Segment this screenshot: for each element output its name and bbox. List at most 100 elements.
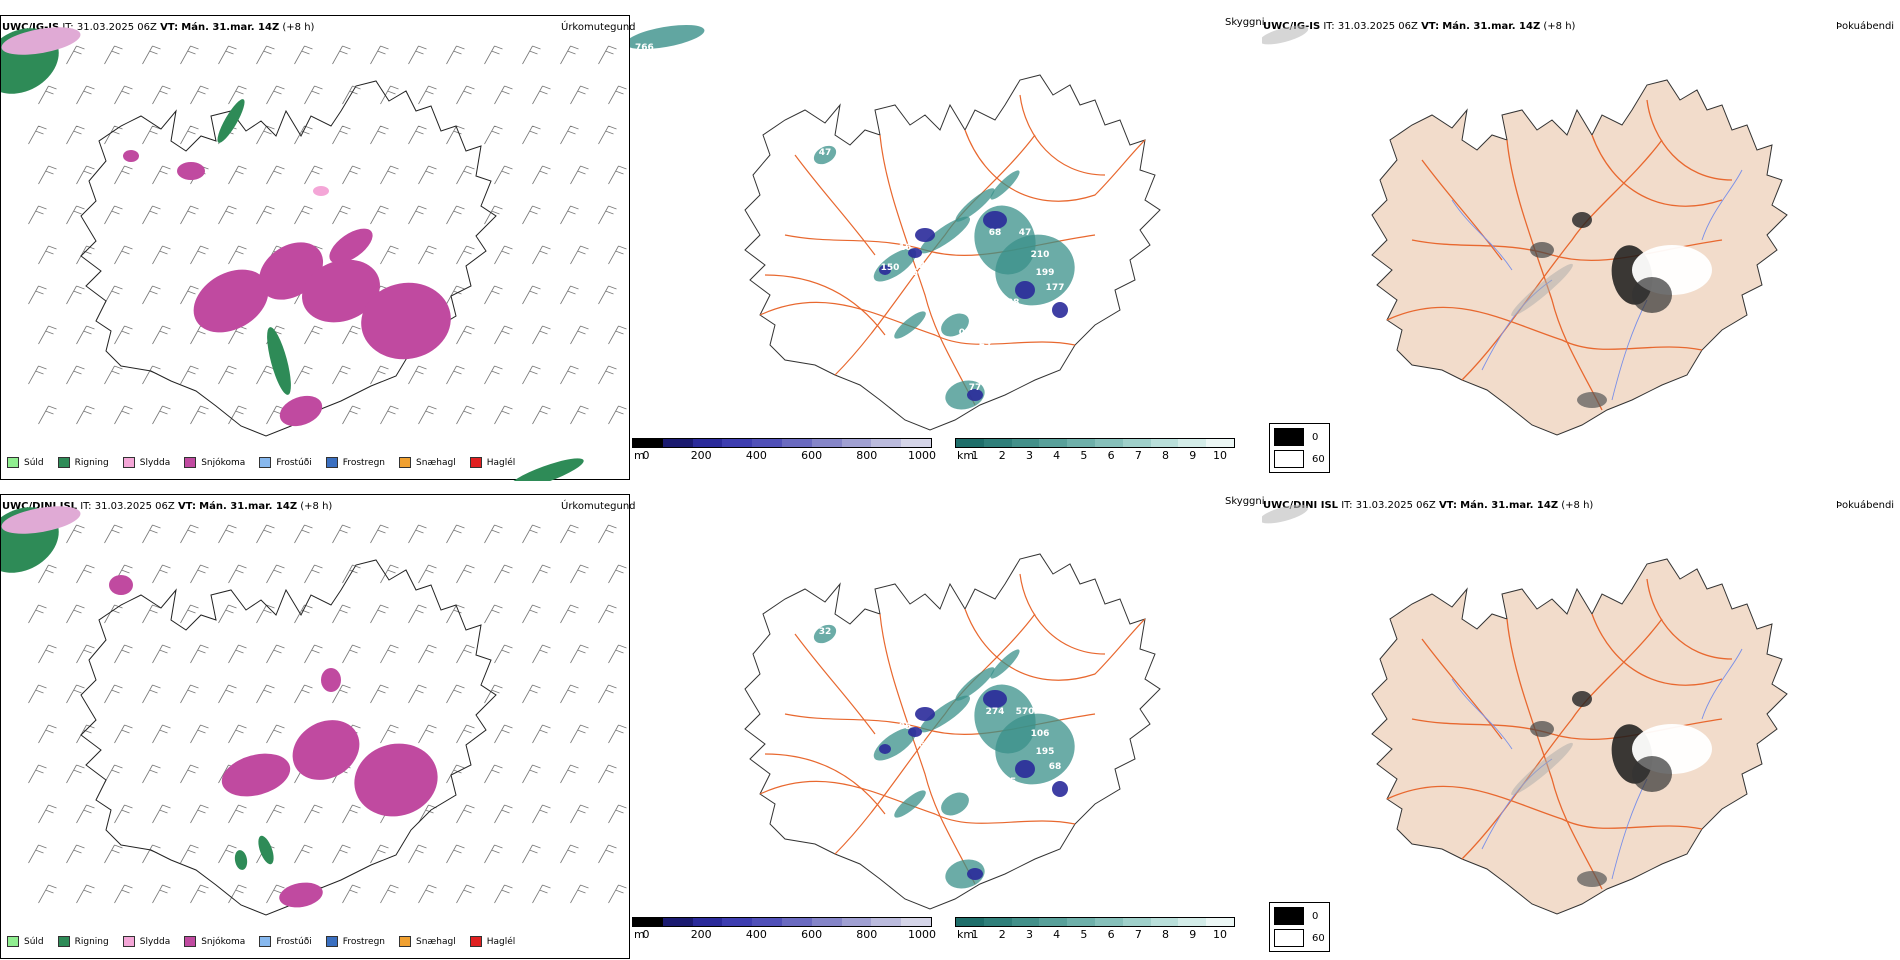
legend-label: Haglél xyxy=(486,457,516,468)
ceiling-area xyxy=(915,228,935,242)
ceiling-value-label: 195 xyxy=(1036,747,1055,757)
colorbar-tick-label: 1 xyxy=(971,449,979,462)
fog-area xyxy=(1262,504,1309,524)
wind-barbs xyxy=(28,524,627,904)
snow-area xyxy=(302,259,380,323)
fog-legend: 0 60 xyxy=(1269,423,1330,473)
colorbar-tick-label: 400 xyxy=(745,449,767,462)
legend-swatch xyxy=(325,457,338,468)
low-visibility-areas xyxy=(813,624,1075,889)
colorbar-tick-label: 7 xyxy=(1134,449,1142,462)
ceiling-value-label: 94 xyxy=(989,388,1002,398)
colorbar-tick-label: 10 xyxy=(1213,928,1227,941)
ceiling-area xyxy=(908,248,922,258)
ceiling-value-label: 77 xyxy=(969,383,982,393)
snow-area xyxy=(292,720,360,780)
sleet-area xyxy=(1,27,81,55)
ceiling-scale-colorbar: m 0 200 400 600 800 1000 xyxy=(632,917,936,941)
visibility-area xyxy=(813,624,837,644)
colorbar-tick-label: 2 xyxy=(998,928,1006,941)
visibility-area xyxy=(945,380,985,410)
fog-area xyxy=(1262,25,1309,45)
ceiling-value-label: 16 xyxy=(899,243,912,253)
legend-item-rigning: Rigning xyxy=(57,457,109,468)
snow-area xyxy=(321,668,341,692)
legend-label: Súld xyxy=(24,936,44,947)
iceland-outline xyxy=(80,559,497,916)
colorbar-tick-label: 200 xyxy=(690,449,712,462)
panel-type-label: Þokuábendi xyxy=(1836,21,1895,32)
precip-type-panel-row2: UWC/DINI ISL IT: 31.03.2025 06Z VT: Mán.… xyxy=(0,494,636,959)
rain-area xyxy=(217,99,245,143)
ceiling-scale-colorbar: m 0 200 400 600 800 1000 xyxy=(632,438,936,462)
ceiling-value-label: 173 xyxy=(1016,785,1035,795)
legend-label: Slydda xyxy=(139,936,171,947)
sleet-area xyxy=(313,186,329,196)
colorbar-tick-label: 8 xyxy=(1162,928,1170,941)
legend-swatch xyxy=(469,457,482,468)
colorbar-tick-label: 1000 xyxy=(908,928,936,941)
rain-area xyxy=(508,458,584,481)
fog-areas xyxy=(1511,691,1712,887)
road-network xyxy=(759,573,1146,885)
ceiling-value-label: 150 xyxy=(881,263,900,273)
low-visibility-areas xyxy=(813,145,1075,410)
ceiling-value-label: 47 xyxy=(1019,228,1032,238)
legend-swatch xyxy=(122,936,135,947)
rain-area xyxy=(267,327,291,395)
ceiling-area xyxy=(1015,281,1035,299)
legend-swatch xyxy=(259,457,272,468)
fog-area xyxy=(1530,721,1554,737)
legend-label: 60 xyxy=(1312,453,1325,465)
colorbar-tick-label: 1000 xyxy=(908,449,936,462)
fog-panel-row2: UWC/DINI ISL IT: 31.03.2025 06Z VT: Mán.… xyxy=(1262,494,1894,959)
ceiling-area xyxy=(967,868,983,880)
legend-item-snjókoma: Snjókoma xyxy=(184,457,245,468)
ceiling-area xyxy=(967,389,983,401)
legend-swatch xyxy=(57,936,70,947)
visibility-area xyxy=(813,145,837,165)
visibility-area xyxy=(920,216,970,254)
fog-area xyxy=(1572,212,1592,228)
legend-item-rigning: Rigning xyxy=(57,936,109,947)
ceiling-value-label: 150 xyxy=(906,268,925,278)
legend-label: Snjókoma xyxy=(201,936,246,947)
rain-area xyxy=(258,835,274,865)
visibility-area xyxy=(941,792,969,816)
snow-area xyxy=(123,150,139,162)
snow-area xyxy=(329,228,373,264)
fog-legend-row: 0 xyxy=(1274,428,1325,446)
colorbar-unit: km xyxy=(957,928,975,941)
fog-legend-row: 60 xyxy=(1274,450,1325,468)
panel-title: UWC/IG-IS IT: 31.03.2025 06Z VT: Mán. 31… xyxy=(2,22,315,33)
colorbar-tick-label: 600 xyxy=(801,449,823,462)
legend-swatch xyxy=(399,457,412,468)
ceiling-value-label: 22 xyxy=(919,261,932,271)
ceiling-area xyxy=(1015,760,1035,778)
legend-swatch xyxy=(259,936,272,947)
colorbar-unit: km xyxy=(957,449,975,462)
ceiling-area xyxy=(1052,781,1068,797)
visibility-area xyxy=(955,188,995,222)
ceiling-value-label: 04 xyxy=(959,328,972,338)
legend-label: 0 xyxy=(1312,910,1319,922)
ceiling-area xyxy=(1052,302,1068,318)
colorbar-tick-label: 9 xyxy=(1189,928,1197,941)
colorbar-tick-label: 4 xyxy=(1053,928,1061,941)
snow-area xyxy=(177,162,205,180)
iceland-land xyxy=(1371,79,1788,436)
legend-item-snæhagl: Snæhagl xyxy=(399,457,456,468)
ceiling-value-label: 68 xyxy=(1049,762,1062,772)
precip-legend: Súld Rigning Slydda Snjókoma Frostúði Frostre… xyxy=(7,936,529,947)
ceiling-value-label: 177 xyxy=(1046,283,1065,293)
visibility-area xyxy=(894,311,926,339)
colorbar-tick-label: 10 xyxy=(1213,449,1227,462)
visibility-area xyxy=(945,859,985,889)
colorbar-tick-label: 400 xyxy=(745,928,767,941)
legend-swatch xyxy=(399,936,412,947)
colorbar-tick-label: 9 xyxy=(1189,449,1197,462)
legend-swatch xyxy=(7,457,19,468)
